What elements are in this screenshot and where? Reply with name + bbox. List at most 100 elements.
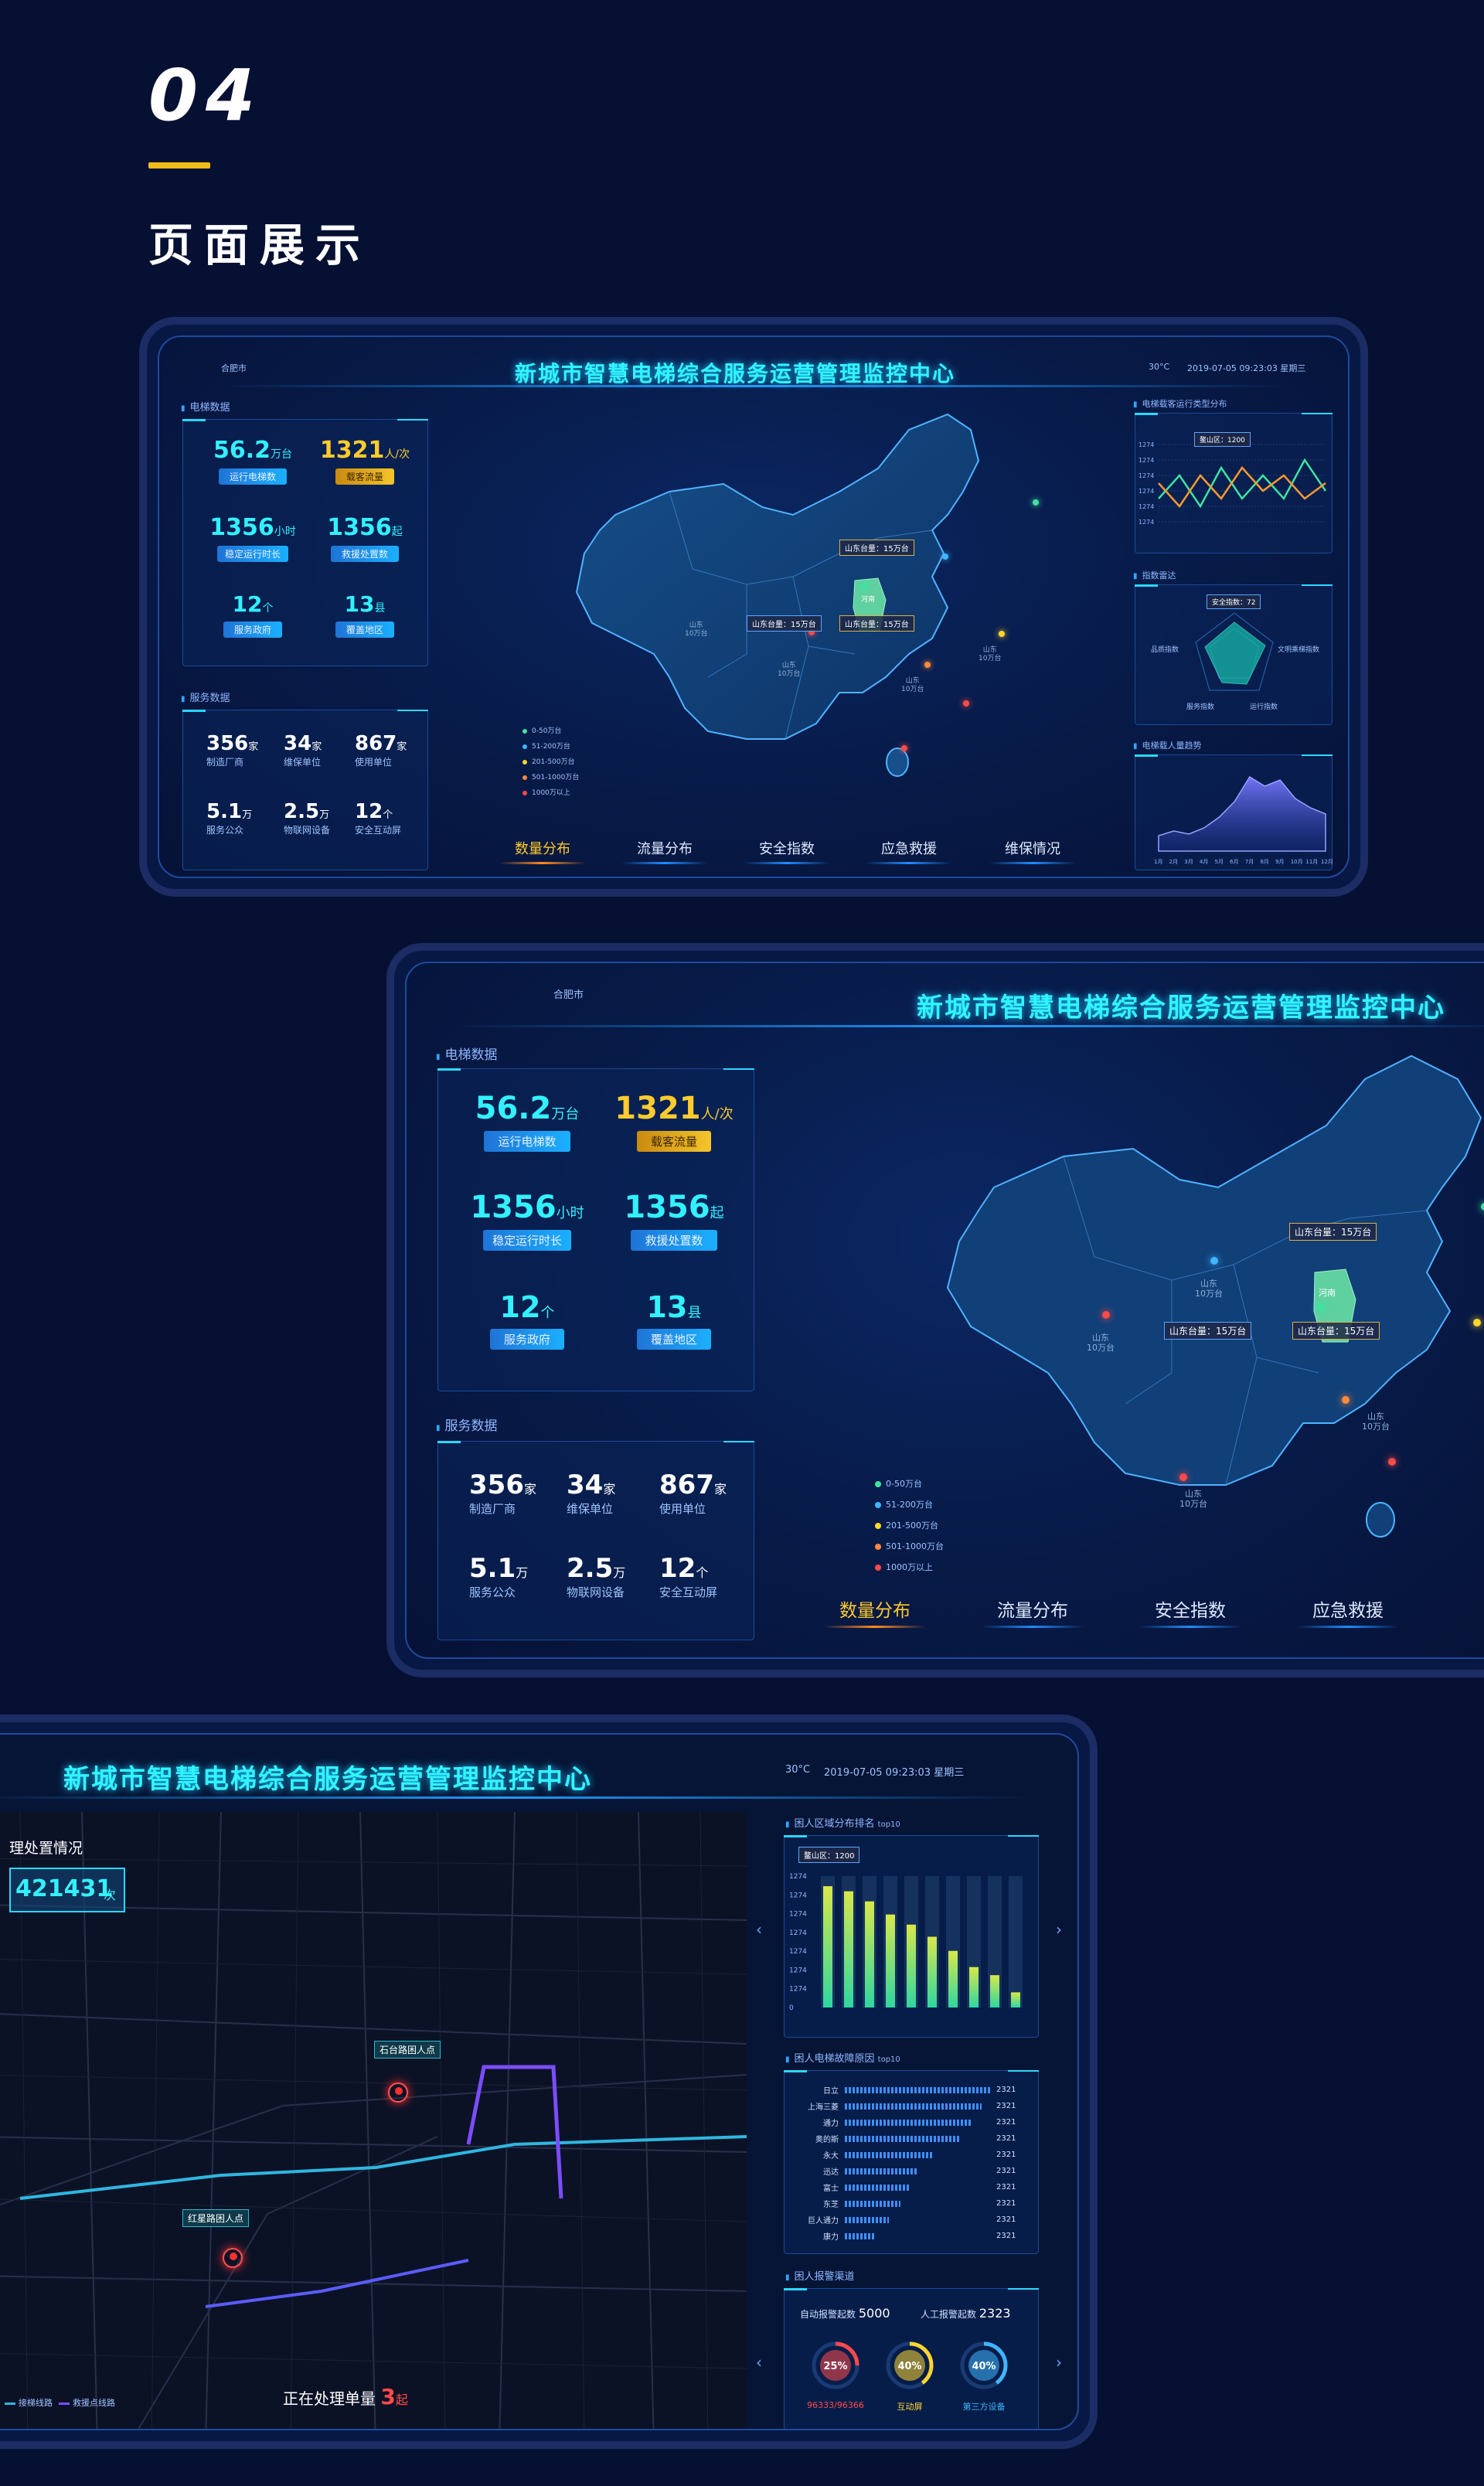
route-line-2 — [466, 2065, 563, 2199]
title-glow-line — [453, 1025, 1484, 1027]
svc-maintain: 34家 维保单位 — [567, 1469, 615, 1517]
map-dot[interactable] — [1342, 1396, 1350, 1404]
auto-alarm-label: 自动报警起数 — [800, 2309, 856, 2320]
map-tooltip: 山东台量：15万台 — [1292, 1322, 1380, 1340]
map-dot[interactable] — [1473, 1319, 1481, 1326]
dashboard-1-screen: 新城市智慧电梯综合服务运营管理监控中心 合肥市 30°C 2019-07-05 … — [158, 335, 1350, 878]
bar[interactable] — [1011, 1992, 1020, 2008]
map-tooltip: 山东台量：15万台 — [839, 540, 914, 556]
bar[interactable] — [865, 1901, 874, 2008]
stat-area: 13县 覆盖地区 — [315, 591, 415, 638]
weather-readout: 30°C — [785, 1764, 811, 1776]
svc-users: 867家 使用单位 — [659, 1469, 727, 1517]
index-radar-chart — [1195, 612, 1274, 691]
china-map[interactable] — [870, 1033, 1484, 1574]
svc-label: 安全互动屏 — [355, 825, 402, 836]
dashboard-2-screen: 新城市智慧电梯综合服务运营管理监控中心 合肥市 电梯数据 56.2万台 运行电梯… — [405, 962, 1484, 1659]
location-pin-icon[interactable] — [223, 2248, 243, 2268]
tab-safety[interactable]: 安全指数 — [1139, 1595, 1241, 1628]
legend-item: 1000万以上 — [875, 1557, 944, 1578]
map-dot[interactable] — [1179, 1473, 1187, 1481]
legend-item: 0-50万台 — [875, 1473, 944, 1494]
svc-value: 5.1 — [469, 1553, 516, 1584]
gauge-arc — [886, 2341, 934, 2389]
tab-traffic[interactable]: 流量分布 — [621, 838, 708, 864]
location-selector[interactable]: 合肥市 — [221, 363, 247, 373]
stat-running: 56.2万台 运行电梯数 — [206, 437, 299, 485]
bar[interactable] — [990, 1975, 999, 2008]
city-name: 山东 — [1092, 1333, 1109, 1343]
bar[interactable] — [969, 1967, 979, 2008]
city-name: 山东 — [689, 622, 703, 629]
tab-emergency[interactable]: 应急救援 — [1297, 1595, 1399, 1628]
bar[interactable] — [844, 1891, 853, 2008]
tab-maintenance[interactable]: 维保情况 — [989, 838, 1076, 864]
legend-item: 201-500万台 — [522, 754, 579, 770]
legend-label: 51-200万台 — [886, 1500, 933, 1510]
rank-tooltip: 鳌山区：1200 — [798, 1847, 860, 1863]
alarm-gauge: 25% 96333/96366 — [798, 2338, 873, 2410]
city-road-map[interactable] — [0, 1812, 747, 2430]
dashboard-3-title: 新城市智慧电梯综合服务运营管理监控中心 — [63, 1764, 592, 1795]
bar[interactable] — [907, 1924, 916, 2008]
location-pin-icon[interactable] — [388, 2082, 408, 2103]
fault-bar-track — [845, 2184, 992, 2191]
rank-next-button[interactable]: › — [1056, 1920, 1062, 1939]
map-dot[interactable] — [861, 583, 867, 589]
map-dot[interactable] — [808, 629, 815, 635]
gauge-percent: 25% — [823, 2361, 847, 2372]
rank-prev-button[interactable]: ‹ — [756, 1920, 762, 1939]
tab-safety[interactable]: 安全指数 — [744, 838, 830, 864]
stat-label: 载客流量 — [335, 468, 394, 485]
legend-item: 201-500万台 — [875, 1515, 944, 1536]
fault-bar-track — [845, 2135, 992, 2142]
tab-traffic[interactable]: 流量分布 — [982, 1595, 1084, 1628]
map-dot[interactable] — [1317, 1303, 1325, 1311]
alarm-next-button[interactable]: › — [1056, 2353, 1062, 2372]
x-tick-label: 2月 — [1169, 859, 1178, 865]
map-dot[interactable] — [1033, 499, 1039, 506]
legend-dot — [875, 1481, 881, 1487]
map-dot[interactable] — [924, 662, 931, 668]
tab-emergency[interactable]: 应急救援 — [866, 838, 952, 864]
fault-value: 2321 — [996, 2199, 1016, 2208]
map-dot[interactable] — [1102, 1311, 1110, 1319]
alarm-prev-button[interactable]: ‹ — [756, 2353, 762, 2372]
route-line-1 — [19, 2135, 747, 2200]
map-dot[interactable] — [1388, 1458, 1396, 1466]
area-series — [1158, 775, 1326, 852]
y-tick-label: 1274 — [1139, 441, 1154, 448]
svc-unit: 万 — [613, 1565, 626, 1580]
legend-label: 1000万以上 — [532, 789, 570, 797]
bar[interactable] — [886, 1914, 895, 2008]
manual-alarm-label: 人工报警起数 — [921, 2309, 977, 2320]
map-dot[interactable] — [963, 700, 969, 707]
map-dot[interactable] — [901, 745, 907, 751]
map-dot[interactable] — [942, 553, 948, 560]
stat-area: 13县 覆盖地区 — [608, 1290, 740, 1350]
tab-quantity[interactable]: 数量分布 — [824, 1595, 926, 1628]
map-dot[interactable] — [999, 631, 1005, 637]
tab-quantity[interactable]: 数量分布 — [499, 838, 586, 864]
bar[interactable] — [948, 1950, 958, 2008]
stat-unit: 个 — [262, 602, 274, 615]
map-dot[interactable] — [1481, 1203, 1484, 1211]
svc-makers: 356家 制造厂商 — [469, 1469, 536, 1517]
fault-label: 迅达 — [823, 2168, 839, 2177]
fault-row: 奥的斯 2321 — [795, 2130, 1027, 2147]
elevator-data-panel: 56.2万台 运行电梯数 1321人/次 载客流量 1356小时 稳定运行时长 … — [437, 1068, 754, 1391]
map-dot[interactable] — [1210, 1257, 1218, 1265]
fault-label: 上海三菱 — [808, 2103, 839, 2112]
legend-label: 501-1000万台 — [532, 774, 580, 782]
stat-unit: 个 — [540, 1305, 555, 1321]
location-selector[interactable]: 合肥市 — [553, 989, 584, 1001]
fault-label: 康力 — [823, 2233, 839, 2242]
bar[interactable] — [823, 1886, 832, 2008]
x-tick-label: 12月 — [1321, 859, 1333, 865]
svc-value: 356 — [206, 732, 249, 755]
bar[interactable] — [928, 1936, 937, 2008]
legend-item: 1000万以上 — [522, 785, 579, 801]
service-data-panel: 356家 制造厂商 34家 维保单位 867家 使用单位 5.1万 服务公众 2.5万物… — [182, 710, 428, 870]
map-city-label: 山东 10万台 — [685, 622, 707, 639]
hainan-island — [886, 748, 909, 777]
